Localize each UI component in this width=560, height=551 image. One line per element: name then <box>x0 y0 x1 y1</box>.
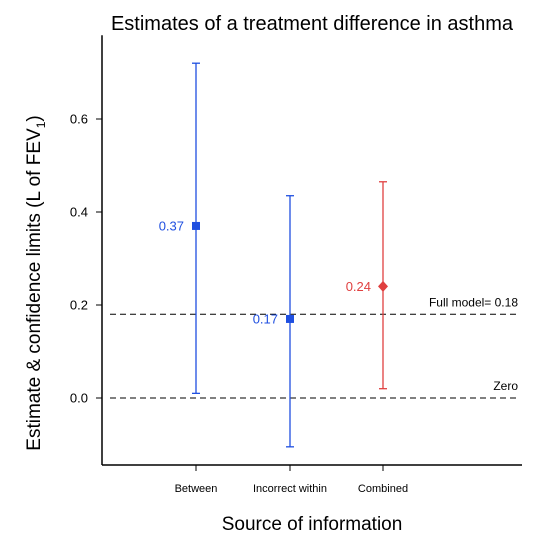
y-tick-label: 0.6 <box>70 112 88 127</box>
x-axis-title: Source of information <box>222 514 403 535</box>
x-category-label: Combined <box>358 483 408 495</box>
y-axis-title-end: ) <box>24 115 45 121</box>
y-tick-label: 0.2 <box>70 298 88 313</box>
y-axis-title: Estimate & confidence limits (L of FEV1) <box>24 115 48 450</box>
reference-line-label: Full model= 0.18 <box>429 295 518 309</box>
x-category-label: Incorrect within <box>253 483 327 495</box>
chart-title: Estimates of a treatment difference in a… <box>111 13 514 35</box>
estimate-point <box>378 280 388 292</box>
estimate-label: 0.17 <box>253 311 278 326</box>
y-axis-title-subscript: 1 <box>34 121 48 128</box>
estimate-point <box>192 221 200 230</box>
estimate-label: 0.37 <box>159 218 184 233</box>
estimate-point <box>286 314 294 323</box>
estimate-label: 0.24 <box>346 279 371 294</box>
reference-line-label: Zero <box>493 379 518 393</box>
y-tick-label: 0.0 <box>70 391 88 406</box>
plot-area: 0.0 0.2 0.4 0.6 Between Incorrect within Combi… <box>70 35 522 495</box>
y-tick-label: 0.4 <box>70 205 88 220</box>
x-category-label: Between <box>175 483 218 495</box>
y-axis-title-main: Estimate & confidence limits (L of FEV <box>24 128 45 451</box>
